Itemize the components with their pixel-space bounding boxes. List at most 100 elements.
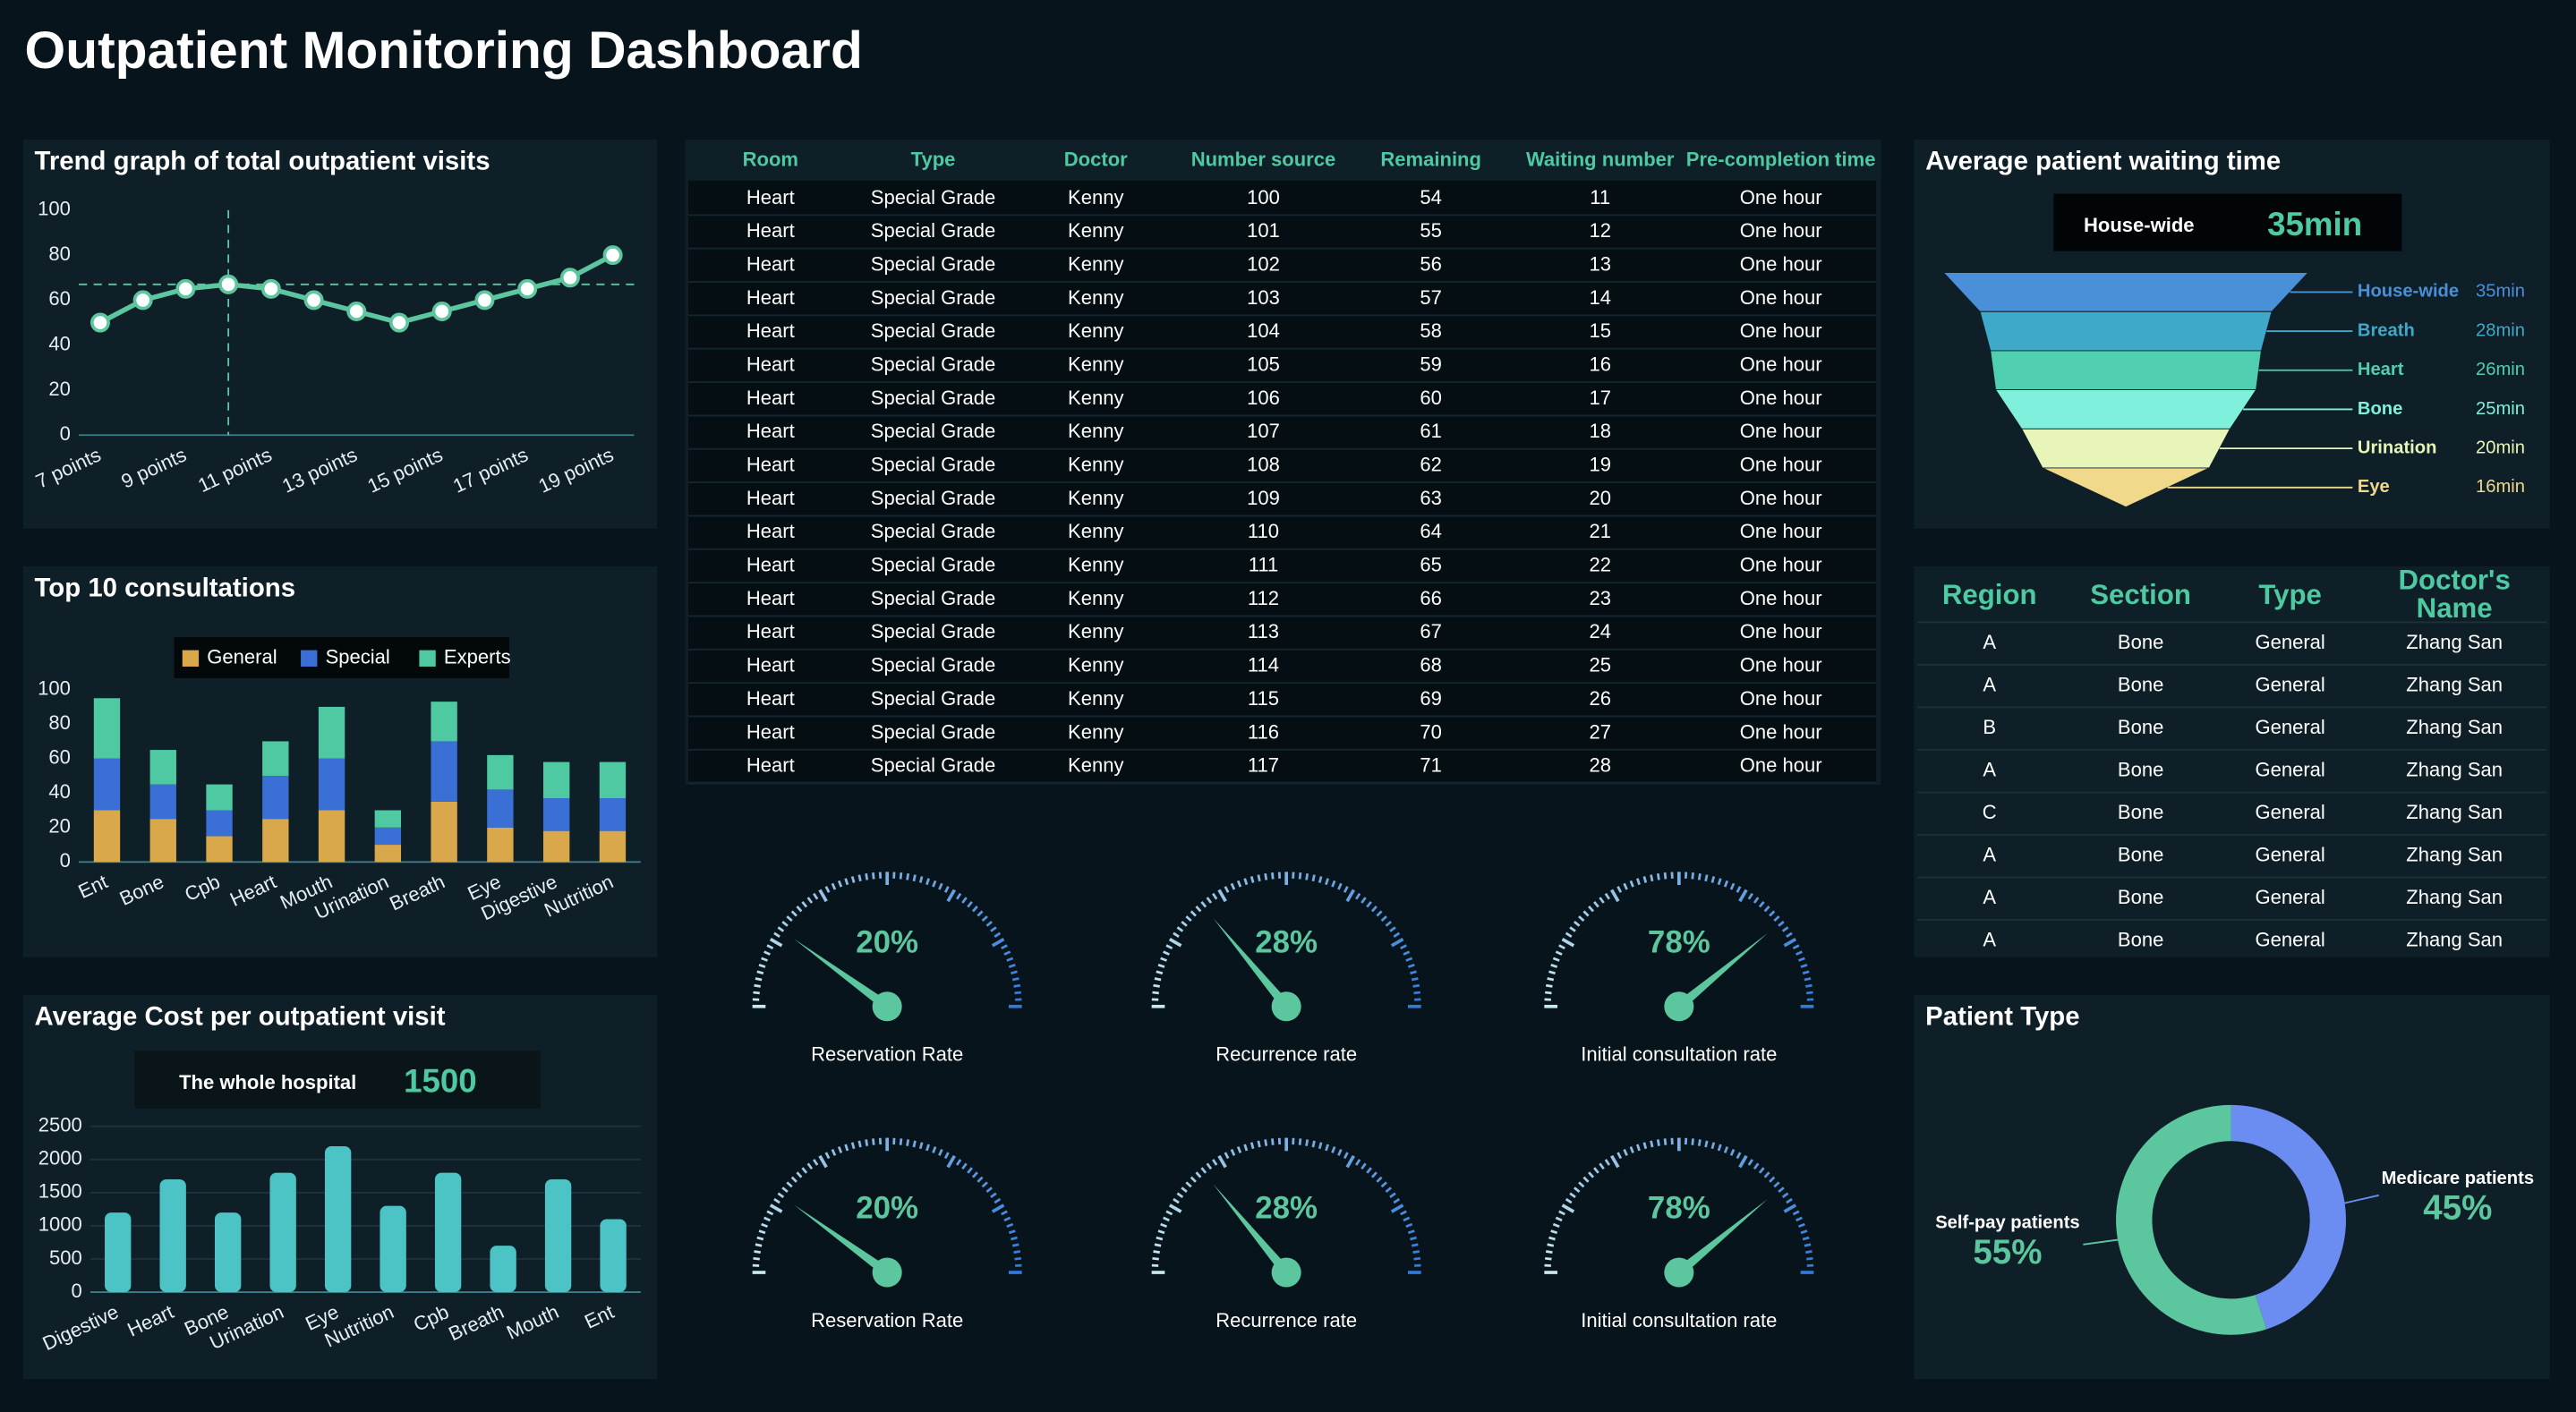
table-cell: Kenny [1068, 353, 1123, 376]
table-cell: Bone [2118, 716, 2163, 738]
table-cell: Special Grade [871, 754, 996, 777]
table-cell: One hour [1740, 687, 1822, 710]
bar-segment [262, 741, 289, 776]
legend-swatch [182, 650, 200, 667]
gauge-scale [1271, 1138, 1275, 1145]
table-cell: Kenny [1068, 219, 1123, 242]
gauge-scale [1385, 1187, 1392, 1194]
table-cell: General [2255, 801, 2324, 823]
y-tick-label: 80 [48, 242, 71, 265]
gauge-scale [818, 889, 828, 903]
gauge-scale [872, 1138, 875, 1145]
gauge-scale [865, 872, 869, 880]
y-tick-label: 60 [48, 746, 71, 769]
bar-segment [149, 819, 176, 863]
bar [214, 1212, 242, 1293]
gauge-scale [1400, 944, 1407, 950]
gauge-scale [1257, 874, 1261, 882]
gauge-scale [1574, 921, 1581, 927]
bar-segment [318, 810, 345, 863]
table-cell: Special Grade [871, 454, 996, 476]
y-tick-label: 80 [48, 711, 71, 734]
gauge-scale [1325, 1144, 1329, 1152]
leader-line [2342, 1194, 2379, 1204]
gauge-scale [1206, 897, 1213, 904]
gauge-scale [1574, 1187, 1581, 1194]
gauge-scale [1806, 1256, 1813, 1261]
y-tick-label: 100 [38, 676, 71, 699]
gauge-scale [1663, 872, 1668, 880]
table-cell: One hour [1740, 286, 1822, 309]
gauge-scale [1552, 1222, 1560, 1229]
gauge-scale [872, 872, 875, 880]
table-cell: One hour [1740, 219, 1822, 242]
gauge-scale [1616, 1152, 1623, 1160]
gauge-scale [763, 950, 771, 956]
table-cell: 64 [1420, 520, 1442, 542]
gauge-scale [1710, 876, 1716, 883]
gauge-scale [1558, 1210, 1565, 1216]
gauge-scale [990, 1192, 997, 1199]
gauge-scale [824, 886, 831, 893]
gauge-scale [990, 926, 997, 932]
gauge-scale [1704, 874, 1709, 882]
gauge-scale [1758, 1167, 1765, 1174]
bar-segment [431, 801, 457, 863]
gauge-scale [1153, 1250, 1160, 1255]
table-cell: One hour [1740, 754, 1822, 777]
table-cell: General [2255, 886, 2324, 908]
table-cell: 19 [1589, 454, 1611, 476]
table-cell: 58 [1420, 319, 1442, 342]
gauge-scale [1001, 1210, 1008, 1216]
column-header: Doctor [1064, 149, 1128, 171]
table-cell: Special Grade [871, 720, 996, 743]
gauge-scale [755, 977, 763, 982]
table-cell: Kenny [1068, 420, 1123, 442]
gauge-scale [806, 897, 814, 904]
gauge-scale [977, 1176, 984, 1183]
leader-line [2083, 1238, 2120, 1246]
gauge-scale [1642, 1142, 1648, 1150]
table-cell: General [2255, 759, 2324, 781]
gauge-scale [938, 882, 943, 890]
table-cell: Bone [2118, 844, 2163, 866]
bar-segment [262, 775, 289, 820]
table-cell: 107 [1247, 420, 1280, 442]
gauge-scale [1636, 1144, 1641, 1152]
gauge-scale [1389, 926, 1396, 932]
table-cell: 63 [1420, 487, 1442, 509]
gauge-scale [1778, 921, 1785, 927]
gauge-scale [932, 880, 937, 888]
gauge-scale [769, 937, 783, 948]
bar-segment [431, 702, 457, 742]
bar [544, 1179, 572, 1293]
table-cell: 113 [1248, 620, 1279, 642]
table-cell: A [1983, 886, 1996, 908]
table-cell: One hour [1740, 319, 1822, 342]
y-tick-label: 20 [48, 378, 71, 400]
bar-segment [93, 810, 121, 863]
gauge-scale [1224, 886, 1230, 893]
gauge-label: Initial consultation rate [1581, 1043, 1777, 1066]
gauge-scale [1390, 1204, 1404, 1213]
gauge-scale [1011, 970, 1018, 975]
column-header: Room [743, 149, 798, 171]
gauge-scale [781, 1187, 789, 1194]
bar-segment [431, 741, 457, 802]
gauge-scale [1337, 882, 1343, 890]
table-cell: 24 [1589, 620, 1611, 642]
table-cell: One hour [1740, 186, 1822, 208]
gauge-scale [981, 915, 988, 923]
gauge-scale [1163, 1216, 1170, 1222]
gauge-scale [1298, 1138, 1302, 1145]
gauge-scale [1769, 1176, 1776, 1183]
table-cell: Bone [2118, 674, 2163, 696]
y-tick-label: 60 [48, 287, 71, 310]
gauge-scale [1616, 886, 1623, 893]
gauge-scale [1783, 1204, 1797, 1213]
table-cell: 27 [1589, 720, 1611, 743]
gauge-scale [1796, 950, 1803, 956]
gauge-scale [1805, 1250, 1813, 1255]
column-header-box: Type [2258, 581, 2322, 608]
